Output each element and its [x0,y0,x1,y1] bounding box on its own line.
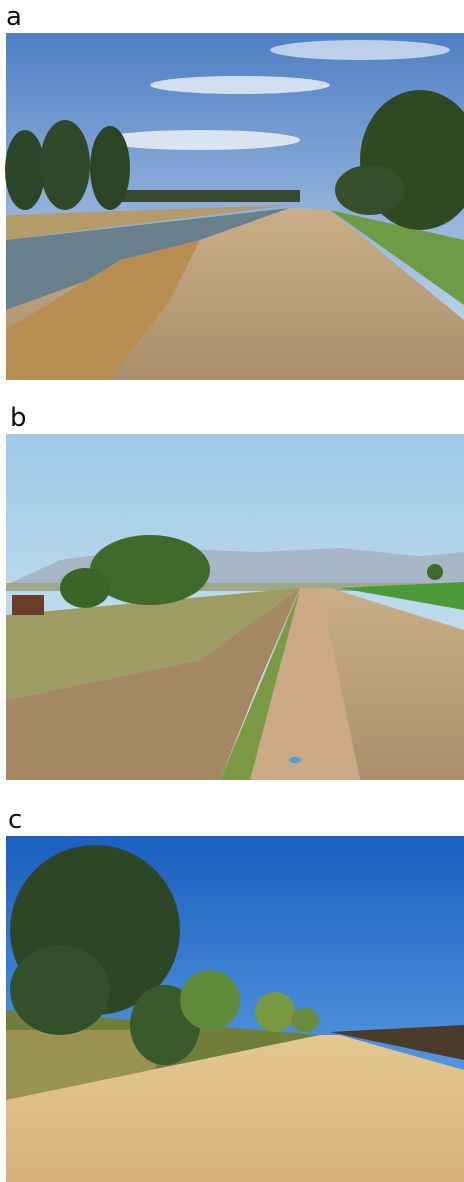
photo-b [6,434,464,780]
figure: a b c [0,0,464,1182]
panel-label: a [6,2,22,32]
photo-c [6,836,464,1182]
page: a b c [0,0,464,1182]
photo-a [5,33,464,380]
panel-label: c [8,805,22,835]
panel-label: b [10,403,27,433]
